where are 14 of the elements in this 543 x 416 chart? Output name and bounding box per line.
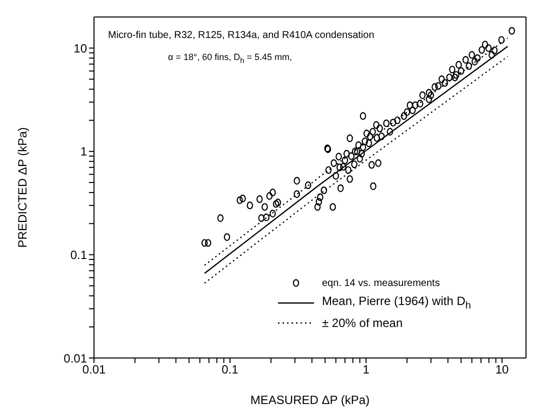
x-axis-title: MEASURED ΔP (kPa) [250, 393, 370, 407]
y-axis-title: PREDICTED ΔP (kPa) [15, 127, 30, 248]
x-tick-label: 0.1 [222, 362, 239, 377]
legend-label: Mean, Pierre (1964) with D$_{h}$ [322, 294, 471, 312]
x-tick-label: 1 [362, 362, 370, 377]
y-tick-label: 10 [74, 41, 88, 56]
y-tick-label: 0.1 [70, 248, 88, 262]
annotation: Micro-fin tube, R32, R125, R134a, and R410A condensation [108, 30, 374, 41]
legend-label: ± 20% of mean [322, 316, 403, 330]
x-tick-label: 10 [495, 362, 510, 377]
y-tick-label: 0.01 [64, 351, 88, 366]
annotation: α = 18°, 60 fins, D$_{h}$ = 5.45 mm, [168, 52, 292, 65]
legend-label: eqn. 14 vs. measurements [322, 278, 440, 288]
y-tick-label: 1 [80, 144, 88, 159]
